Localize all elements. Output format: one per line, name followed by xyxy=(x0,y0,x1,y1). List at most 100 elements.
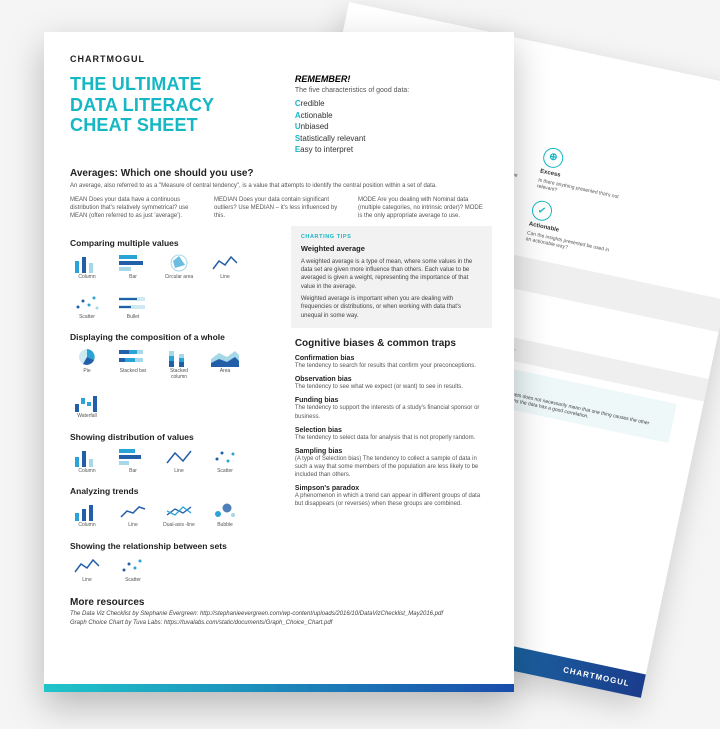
check-icon: ✓ xyxy=(530,199,554,223)
resources-section: More resources The Data Viz Checklist by… xyxy=(70,597,488,626)
line-chart-icon xyxy=(211,253,239,273)
tip-label: CHARTING TIPS xyxy=(301,234,482,242)
bias-title: Confirmation bias xyxy=(295,355,488,362)
chart-line: Line xyxy=(70,556,104,584)
chart-label: Waterfall xyxy=(77,414,97,420)
bullet-chart-icon xyxy=(119,293,147,313)
column-chart-icon xyxy=(73,447,101,467)
tip-weighted-average: CHARTING TIPS Weighted average A weighte… xyxy=(291,226,492,328)
bias-title: Simpson's paradox xyxy=(295,485,488,492)
group-trends-heading: Analyzing trends xyxy=(70,486,273,496)
chart-waterfall: Waterfall xyxy=(70,392,104,420)
averages-columns: MEAN Does your data have a continuous di… xyxy=(70,196,488,220)
title-column: THE ULTIMATE DATA LITERACY CHEAT SHEET xyxy=(70,74,273,156)
bias-desc: A phenomenon in which a trend can appear… xyxy=(295,492,488,508)
column-chart-icon xyxy=(73,501,101,521)
chart-scatter: Scatter xyxy=(208,447,242,475)
bias-title: Sampling bias xyxy=(295,448,488,455)
bias-item: Simpson's paradoxA phenomenon in which a… xyxy=(295,485,488,508)
tip-body2: Weighted average is important when you a… xyxy=(301,295,482,320)
bias-item: Funding biasThe tendency to support the … xyxy=(295,397,488,420)
bias-desc: The tendency to support the interests of… xyxy=(295,404,488,420)
chart-label: Column xyxy=(78,523,95,529)
scatter-chart-icon xyxy=(211,447,239,467)
line-chart-icon xyxy=(73,556,101,576)
remember-column: REMEMBER! The five characteristics of go… xyxy=(295,74,488,156)
brand-logo: CHARTMOGUL xyxy=(70,54,488,64)
title-line2: DATA LITERACY xyxy=(70,95,214,115)
chart-label: Circular area xyxy=(165,275,194,281)
avg-median: MEDIAN Does your data contain significan… xyxy=(214,196,344,220)
stacked-bar-icon xyxy=(119,347,147,367)
title-line3: CHEAT SHEET xyxy=(70,115,198,135)
group-trends-row: Column Line Dual-axis -line Bubble xyxy=(70,501,273,529)
cause-item: Easy to interpret xyxy=(295,144,488,156)
cheat-sheet-page-front: CHARTMOGUL THE ULTIMATE DATA LITERACY CH… xyxy=(44,32,514,692)
resource-line: The Data Viz Checklist by Stephanie Ever… xyxy=(70,611,488,617)
title-line1: THE ULTIMATE xyxy=(70,74,202,94)
chart-label: Scatter xyxy=(125,578,141,584)
resources-heading: More resources xyxy=(70,597,488,608)
chart-line: Line xyxy=(162,447,196,475)
chart-scatter: Scatter xyxy=(70,293,104,321)
line-chart-icon xyxy=(119,501,147,521)
column-chart-icon xyxy=(73,253,101,273)
chart-stacked-col: Stacked column xyxy=(162,347,196,380)
group-composition-row: Pie Stacked bar Stacked column Area Wate… xyxy=(70,347,273,420)
bubble-chart-icon xyxy=(211,501,239,521)
chart-bubble: Bubble xyxy=(208,501,242,529)
q-desc: Can the insights presented be used in an… xyxy=(525,230,610,260)
cause-list: Credible Actionable Unbiased Statistical… xyxy=(295,98,488,156)
chart-stacked-bar: Stacked bar xyxy=(116,347,150,380)
group-relationship-row: Line Scatter xyxy=(70,556,273,584)
chart-label: Stacked bar xyxy=(120,369,147,375)
bias-desc: (A type of Selection bias) The tendency … xyxy=(295,455,488,479)
chart-line: Line xyxy=(208,253,242,281)
chart-label: Bar xyxy=(129,469,137,475)
bias-desc: The tendency to select data for analysis… xyxy=(295,434,488,442)
cause-item: Statistically relevant xyxy=(295,133,488,145)
page-title: THE ULTIMATE DATA LITERACY CHEAT SHEET xyxy=(70,74,273,136)
scatter-chart-icon xyxy=(119,556,147,576)
q-item-actionable: ✓ Actionable Can the insights presented … xyxy=(525,199,616,260)
chart-label: Stacked column xyxy=(162,369,196,380)
stage: How to question data i Source Do you kno… xyxy=(0,0,720,729)
bar-chart-icon xyxy=(119,447,147,467)
q-item-excess: ⊕ Excess Is there anything presented tha… xyxy=(536,146,627,207)
bias-item: Observation biasThe tendency to see what… xyxy=(295,376,488,391)
bias-title: Funding bias xyxy=(295,397,488,404)
waterfall-chart-icon xyxy=(73,392,101,412)
cause-item: Credible xyxy=(295,98,488,110)
chart-column: Column xyxy=(70,447,104,475)
bias-item: Sampling bias(A type of Selection bias) … xyxy=(295,448,488,479)
chart-label: Area xyxy=(220,369,231,375)
chart-bar: Bar xyxy=(116,447,150,475)
chart-label: Bubble xyxy=(217,523,233,529)
excess-icon: ⊕ xyxy=(541,146,565,170)
remember-label: REMEMBER! xyxy=(295,74,488,84)
radar-chart-icon xyxy=(165,253,193,273)
bar-chart-icon xyxy=(119,253,147,273)
cause-item: Unbiased xyxy=(295,121,488,133)
biases-heading: Cognitive biases & common traps xyxy=(295,338,488,349)
chart-label: Scatter xyxy=(79,315,95,321)
chart-dual-axis: Dual-axis -line xyxy=(162,501,196,529)
chart-label: Line xyxy=(220,275,229,281)
chart-label: Line xyxy=(128,523,137,529)
chart-label: Bullet xyxy=(127,315,140,321)
remember-sub: The five characteristics of good data: xyxy=(295,87,488,94)
chart-pie: Pie xyxy=(70,347,104,380)
bias-item: Selection biasThe tendency to select dat… xyxy=(295,427,488,442)
averages-intro: An average, also referred to as a "Measu… xyxy=(70,182,488,190)
scatter-chart-icon xyxy=(73,293,101,313)
chart-bullet: Bullet xyxy=(116,293,150,321)
chart-label: Column xyxy=(78,275,95,281)
bias-desc: The tendency to search for results that … xyxy=(295,362,488,370)
chart-label: Pie xyxy=(83,369,90,375)
avg-mean: MEAN Does your data have a continuous di… xyxy=(70,196,200,220)
chart-column: Column xyxy=(70,253,104,281)
group-distribution-row: Column Bar Line Scatter xyxy=(70,447,273,475)
chart-groups: Comparing multiple values Column Bar Cir… xyxy=(70,226,273,583)
bias-title: Selection bias xyxy=(295,427,488,434)
group-distribution-heading: Showing distribution of values xyxy=(70,432,273,442)
